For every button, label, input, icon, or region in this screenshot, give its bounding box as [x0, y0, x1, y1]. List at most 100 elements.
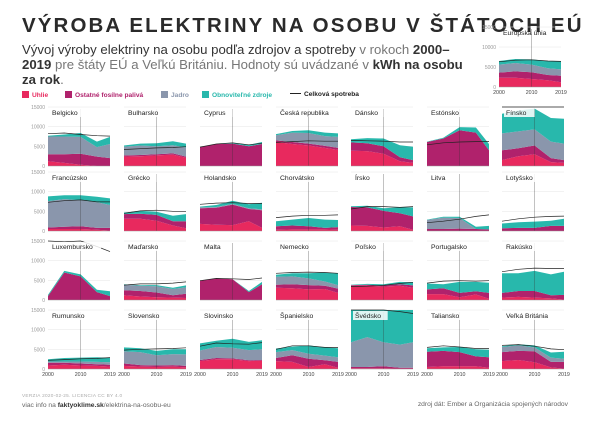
- panel-estonsko: Estónsko: [426, 106, 489, 167]
- panel-polsko: Poľsko: [350, 240, 414, 301]
- y-tick-label: 0: [42, 229, 45, 235]
- area-renewables: [200, 200, 262, 210]
- area-fossil: [48, 226, 110, 231]
- area-renewables: [351, 205, 413, 217]
- area-renewables: [200, 142, 262, 148]
- legend: Uhlie Ostatné fosílne palivá Jadro Obnov…: [22, 88, 492, 102]
- area-coal: [124, 218, 186, 231]
- panel-title: Írsko: [355, 173, 370, 182]
- panel-title-bg: [50, 311, 89, 320]
- panel-grecko: Grécko: [123, 171, 186, 232]
- x-tick-label: 2019: [332, 372, 344, 378]
- area-coal: [48, 161, 110, 166]
- area-fossil: [427, 228, 489, 231]
- panel-title: Francúzsko: [52, 175, 87, 182]
- legend-fossil: Ostatné fosílne palivá: [65, 91, 143, 99]
- area-fossil: [351, 366, 413, 369]
- y-tick-label: 15000: [31, 239, 45, 245]
- panel-title-bg: [126, 108, 169, 117]
- panel-chorvatsko: Chorvátsko: [275, 171, 339, 232]
- y-tick-label: 15000: [31, 308, 45, 314]
- x-tick-label: 2019: [256, 372, 268, 378]
- legend-fossil-swatch: [65, 91, 72, 98]
- area-fossil: [200, 143, 262, 166]
- panel-title: Litva: [431, 175, 446, 182]
- panel-title-bg: [353, 311, 388, 320]
- area-renewables: [124, 284, 186, 289]
- footer-more-info: viac info na faktyoklime.sk/elektrina-na…: [22, 402, 171, 409]
- area-fossil: [502, 291, 564, 300]
- area-nuclear: [351, 337, 413, 368]
- panel-lotyssko: Lotyšsko: [501, 171, 565, 232]
- panel-title: Fínsko: [506, 110, 527, 117]
- panel-belgicko: Belgicko 0 5000 10000 15000: [31, 105, 111, 170]
- y-tick-label: 15000: [31, 170, 45, 176]
- area-fossil: [351, 284, 413, 288]
- legend-coal: Uhlie: [22, 91, 48, 99]
- panel-title: Dánsko: [355, 110, 378, 117]
- area-renewables: [276, 345, 338, 358]
- area-renewables: [427, 347, 489, 358]
- area-nuclear: [124, 351, 186, 366]
- consumption-line: [123, 281, 187, 286]
- panel-title: Švédsko: [355, 311, 381, 320]
- area-renewables: [351, 138, 413, 161]
- panel-title-bg: [126, 311, 169, 320]
- area-coal: [200, 359, 262, 369]
- x-tick-label: 2019: [483, 372, 495, 378]
- panel-title: Malta: [204, 244, 221, 251]
- panel-malta: Malta: [199, 240, 263, 301]
- panel-title: Nemecko: [280, 244, 309, 251]
- area-nuclear: [124, 284, 186, 296]
- y-tick-label: 5000: [485, 65, 496, 71]
- area-coal: [48, 364, 110, 369]
- footer-link[interactable]: faktyoklime.sk: [57, 402, 104, 409]
- y-tick-label: 15000: [31, 105, 45, 111]
- area-renewables: [48, 270, 110, 297]
- panel-title-bg: [278, 311, 325, 320]
- panel-dansko: Dánsko: [350, 106, 413, 167]
- panel-holandsko: Holandsko: [199, 171, 262, 232]
- x-tick-label: 2000: [496, 372, 508, 378]
- area-coal: [427, 366, 489, 369]
- panel-portugalsko: Portugalsko: [426, 240, 490, 301]
- y-tick-label: 15000: [482, 25, 496, 31]
- y-tick-label: 5000: [34, 347, 45, 353]
- panel-title: Portugalsko: [431, 244, 467, 251]
- area-renewables: [48, 133, 110, 148]
- area-nuclear: [502, 129, 564, 161]
- area-coal: [276, 361, 338, 369]
- panel-velka-britania: Veľká Británia 2000 2010 2019: [496, 309, 570, 378]
- area-nuclear: [200, 203, 262, 211]
- legend-renewables-swatch: [202, 91, 209, 98]
- legend-renewables-label: Obnoviteľné zdroje: [212, 92, 273, 99]
- area-coal: [502, 360, 564, 369]
- legend-consumption-label: Celková spotreba: [304, 91, 359, 98]
- x-tick-label: 2019: [104, 372, 116, 378]
- area-nuclear: [200, 347, 262, 361]
- area-fossil: [48, 153, 110, 166]
- panel-cyprus: Cyprus: [199, 106, 263, 167]
- subtitle-part6: .: [60, 72, 64, 87]
- y-tick-label: 0: [493, 85, 496, 91]
- panel-francuzsko: Francúzsko 0 5000 10000 15000: [31, 170, 110, 235]
- area-nuclear: [502, 345, 564, 362]
- panel-title-bg: [202, 311, 245, 320]
- panel-irsko: Írsko: [350, 171, 414, 232]
- panel-litva: Litva: [426, 171, 490, 232]
- panel-title: Poľsko: [355, 244, 376, 251]
- area-renewables: [351, 281, 413, 286]
- area-fossil: [200, 278, 262, 300]
- area-renewables: [276, 218, 338, 228]
- panel-title: Maďarsko: [128, 244, 158, 251]
- panel-title: Luxembursko: [52, 244, 93, 251]
- legend-coal-label: Uhlie: [32, 92, 49, 99]
- area-nuclear: [48, 199, 110, 228]
- area-coal: [276, 287, 338, 300]
- panel-ceska-republika: Česká republika: [275, 106, 346, 167]
- x-tick-label: 2010: [151, 372, 163, 378]
- area-nuclear: [124, 145, 186, 157]
- area-fossil: [124, 153, 186, 158]
- panel-title-bg: [353, 242, 384, 251]
